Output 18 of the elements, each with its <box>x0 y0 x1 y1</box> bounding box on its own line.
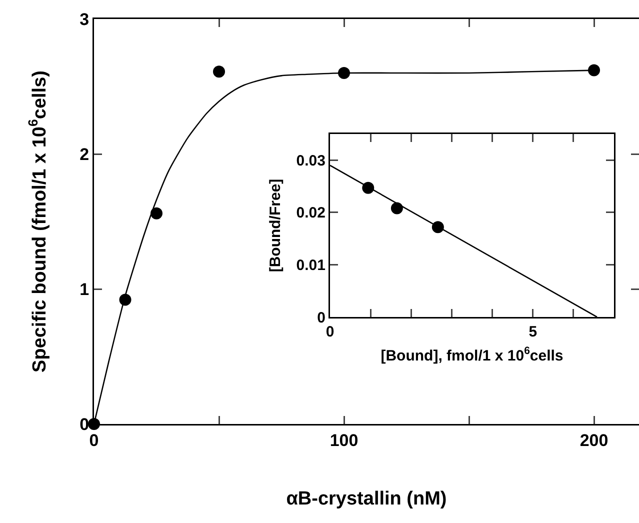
y-tick-label: 0.02 <box>296 204 326 222</box>
point <box>150 207 162 220</box>
y-tick-label: 2 <box>80 144 90 164</box>
x-tick-label: 5 <box>528 324 538 340</box>
point <box>390 202 403 214</box>
y-axis-title: [Bound/Free] <box>266 178 284 272</box>
x-axis-title: αB-crystallin (nM) <box>286 488 447 510</box>
point <box>588 64 600 76</box>
x-tick-label: 200 <box>580 430 608 450</box>
y-tick-label: 0 <box>80 414 90 434</box>
y-tick-label: 0.01 <box>296 256 326 274</box>
x-tick-label: 100 <box>330 430 358 450</box>
y-tick-label: 3 <box>80 10 90 29</box>
y-tick-label: 1 <box>80 280 90 299</box>
y-tick-label: 0 <box>317 309 326 326</box>
x-axis-title: [Bound], fmol/1 x 10$^{6}$cells <box>380 344 564 364</box>
point <box>213 66 225 78</box>
y-tick-label: 0.03 <box>296 152 326 170</box>
